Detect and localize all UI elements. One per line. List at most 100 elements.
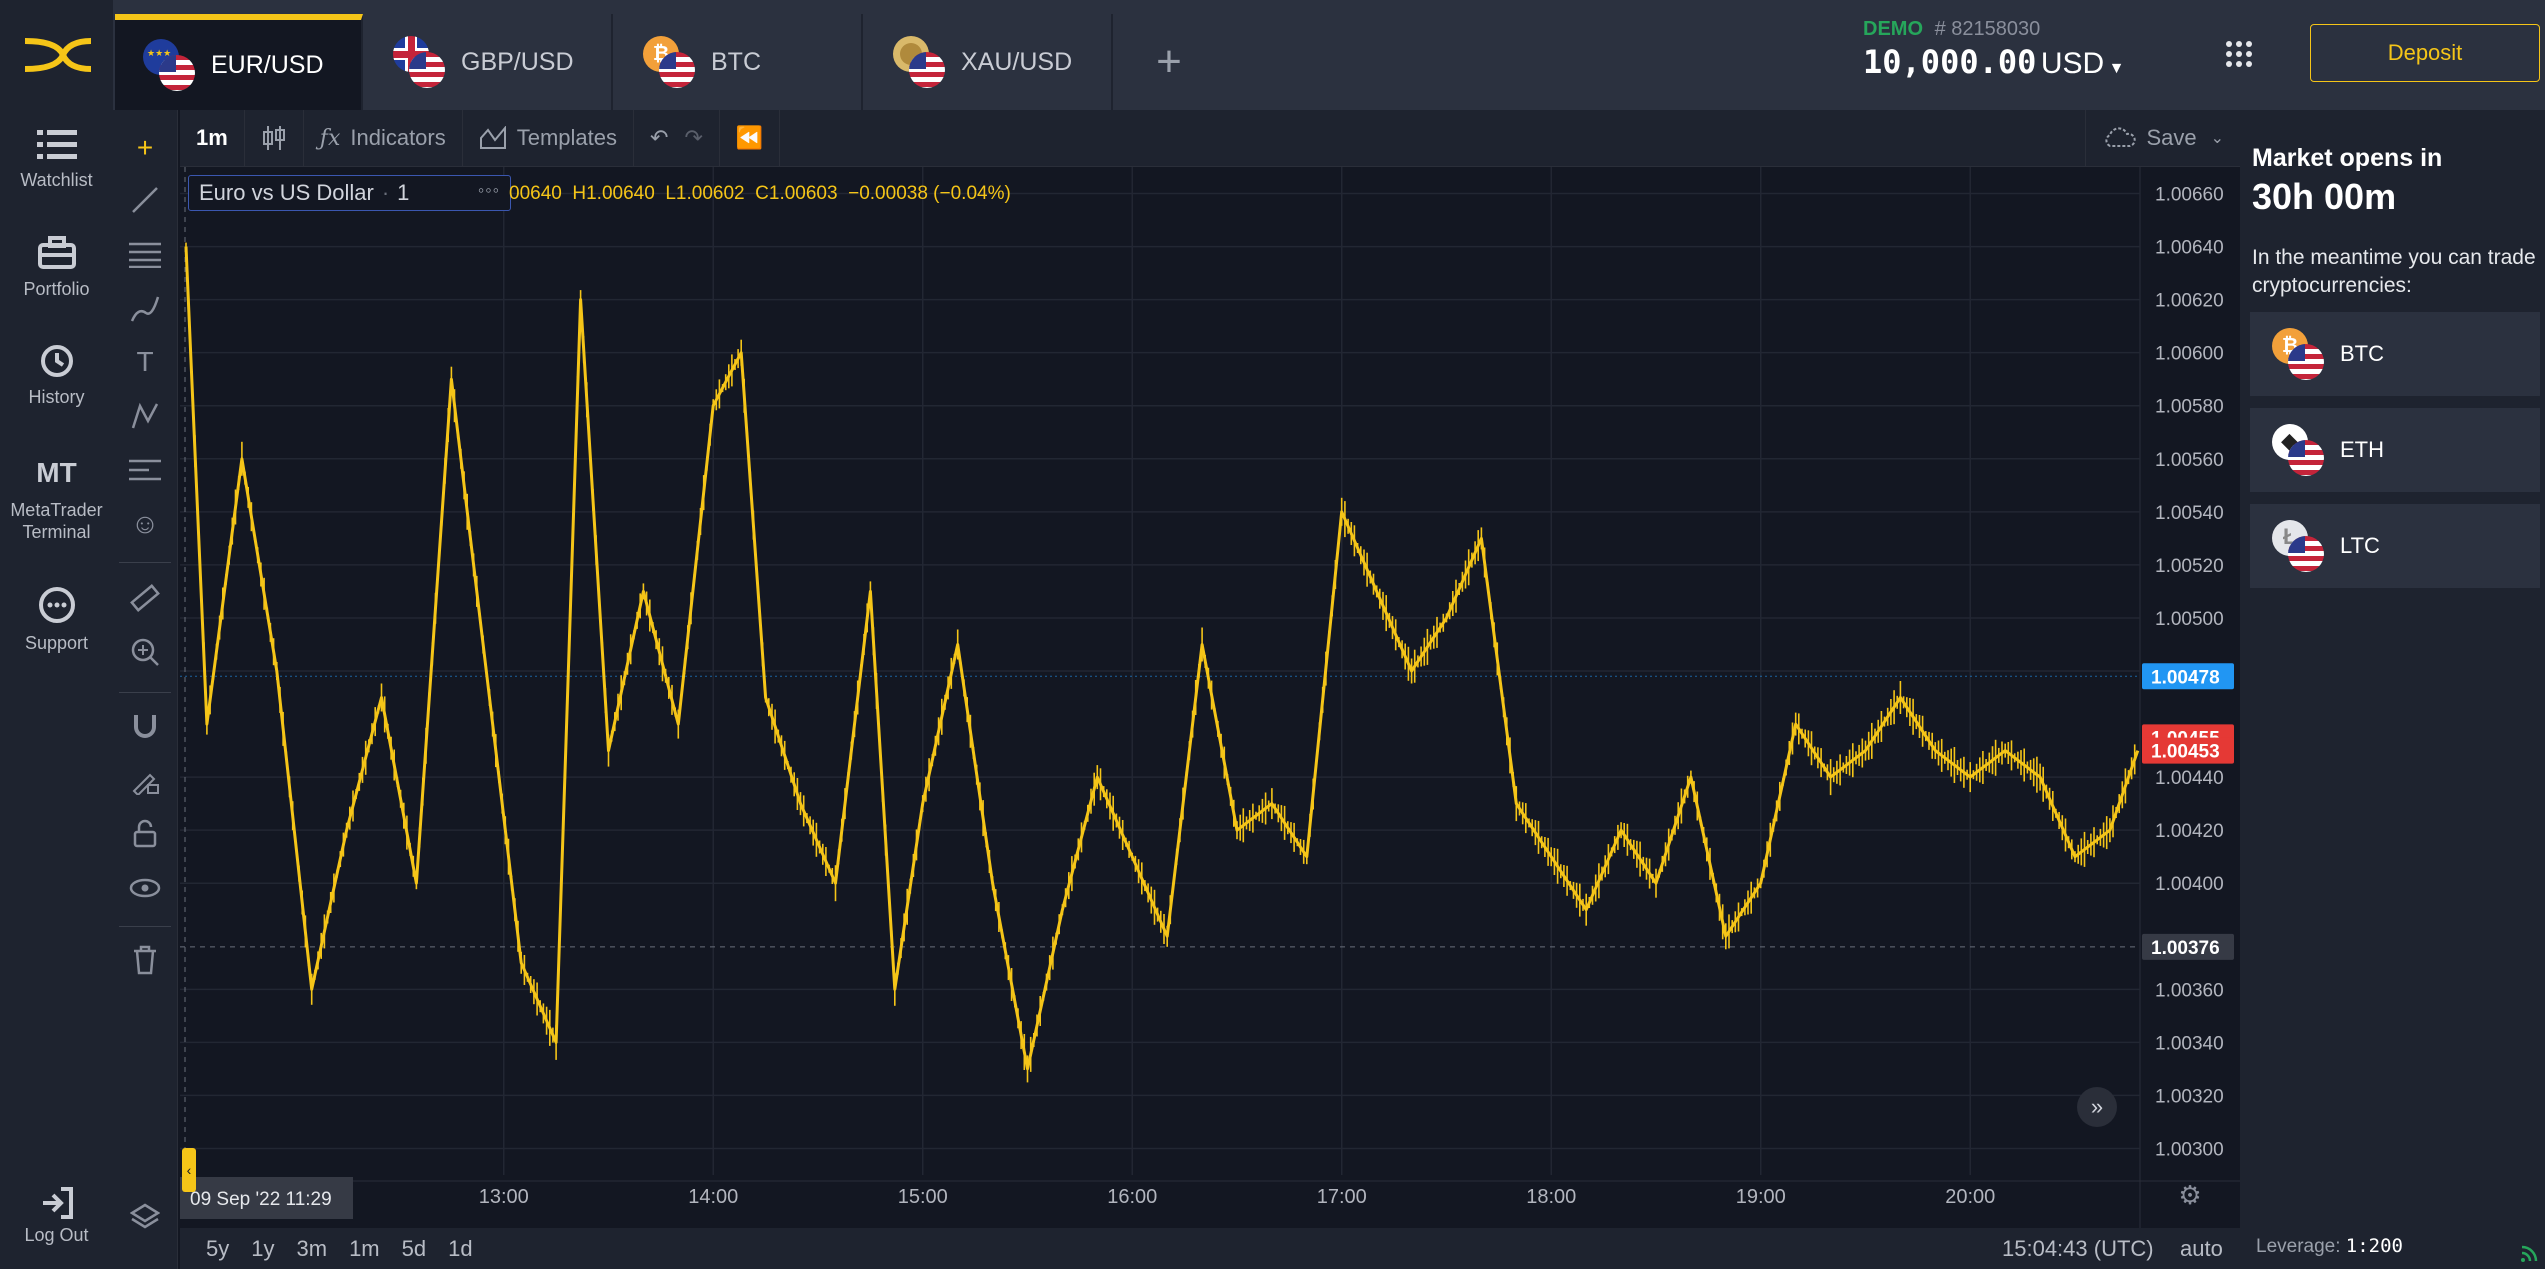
flag-pair-icon xyxy=(143,39,195,91)
horizontal-lines-icon[interactable] xyxy=(123,232,167,276)
lock-drawing-icon[interactable] xyxy=(123,758,167,802)
brush-icon[interactable] xyxy=(123,286,167,330)
range-1d[interactable]: 1d xyxy=(448,1235,473,1261)
crypto-item-eth[interactable]: ETH xyxy=(2250,408,2540,492)
nav-metatrader[interactable]: MT MetaTrader Terminal xyxy=(0,455,113,543)
y-tick-label: 1.00520 xyxy=(2155,556,2224,577)
y-tick-label: 1.00440 xyxy=(2155,768,2224,789)
y-tick-label: 1.00320 xyxy=(2155,1086,2224,1107)
chart-legend[interactable]: Euro vs US Dollar · 1 ◦◦◦ xyxy=(188,175,511,211)
utc-clock: 15:04:43 (UTC) xyxy=(2002,1236,2154,1261)
interval-button[interactable]: 1m xyxy=(180,110,245,166)
ask-price-label-low: 1.00453 xyxy=(2151,742,2220,763)
chart-toolbar: 1m ƒx Indicators Templates ↶ ↷ ⏪ Save ⌄ xyxy=(180,110,2240,167)
nav-history[interactable]: History xyxy=(0,343,113,408)
nav-portfolio[interactable]: Portfolio xyxy=(0,235,113,300)
candles-icon xyxy=(262,126,285,150)
crosshair-icon[interactable]: + xyxy=(136,132,154,163)
price-chart[interactable]: 1.00660 1.00640 1.00620 1.00600 1.00580 1.005… xyxy=(180,167,2240,1228)
crypto-item-ltc[interactable]: LTC xyxy=(2250,504,2540,588)
nav-metatrader-label: MetaTrader Terminal xyxy=(10,500,103,542)
magnet-icon[interactable] xyxy=(123,704,167,748)
leverage-value: 1:200 xyxy=(2345,1235,2403,1257)
templates-label: Templates xyxy=(516,125,618,150)
redo-icon: ↷ xyxy=(684,125,703,150)
y-tick-label: 1.00360 xyxy=(2155,980,2224,1001)
crosshair-price-label: 1.00376 xyxy=(2151,938,2220,959)
account-balance: 10,000.00 xyxy=(1863,43,2037,81)
pattern-icon[interactable] xyxy=(123,394,167,438)
chevron-down-icon[interactable]: ▼ xyxy=(2108,60,2125,77)
legend-dot: · xyxy=(381,180,390,205)
zoom-in-icon[interactable] xyxy=(123,630,167,674)
tab-eur-usd[interactable]: EUR/USD xyxy=(115,14,363,110)
save-button[interactable]: Save ⌄ xyxy=(2085,110,2240,166)
y-tick-label: 1.00400 xyxy=(2155,874,2224,895)
range-5d[interactable]: 5d xyxy=(401,1235,427,1261)
ruler-icon[interactable] xyxy=(123,576,167,620)
more-icon[interactable]: ◦◦◦ xyxy=(477,180,500,200)
account-info[interactable]: DEMO # 82158030 10,000.00 USD ▼ xyxy=(1863,18,2163,81)
tab-xau-usd[interactable]: XAU/USD xyxy=(865,14,1113,110)
btc-usd-icon: ₿ xyxy=(2272,328,2324,380)
account-number: # 82158030 xyxy=(1934,18,2041,40)
panel-collapse-handle[interactable]: ‹ xyxy=(182,1148,196,1192)
y-tick-label: 1.00660 xyxy=(2155,185,2224,206)
scroll-to-realtime-button[interactable]: » xyxy=(2077,1087,2117,1127)
start-date-box xyxy=(180,1177,353,1219)
range-5y[interactable]: 5y xyxy=(206,1235,230,1261)
y-tick-label: 1.00600 xyxy=(2155,344,2224,365)
nav-support-label: Support xyxy=(24,633,89,653)
toolbar-divider xyxy=(119,562,171,563)
eth-usd-icon xyxy=(2272,424,2324,476)
range-1m[interactable]: 1m xyxy=(349,1235,380,1261)
redo-button[interactable]: ↷ xyxy=(676,110,720,166)
auto-scale-button[interactable]: auto xyxy=(2180,1236,2223,1261)
toolbar-divider xyxy=(119,926,171,927)
text-icon[interactable]: T xyxy=(136,346,154,377)
y-tick-label: 1.00540 xyxy=(2155,503,2224,524)
start-date-label: 09 Sep '22 11:29 xyxy=(190,1189,332,1210)
forecast-icon[interactable] xyxy=(123,448,167,492)
leverage-info: Leverage: 1:200 xyxy=(2256,1235,2403,1258)
templates-button[interactable]: Templates xyxy=(463,110,635,166)
toolbar-divider xyxy=(119,692,171,693)
chart-type-button[interactable] xyxy=(245,110,304,166)
lock-icon[interactable] xyxy=(123,812,167,856)
range-1y[interactable]: 1y xyxy=(251,1235,275,1261)
tab-gbp-usd[interactable]: GBP/USD xyxy=(365,14,613,110)
cloud-icon xyxy=(2105,127,2137,147)
logout-icon xyxy=(42,1187,73,1219)
x-tick-label: 15:00 xyxy=(898,1186,948,1208)
flag-pair-icon xyxy=(893,36,945,88)
eye-icon[interactable] xyxy=(123,866,167,910)
ltc-usd-icon xyxy=(2272,520,2324,572)
crypto-label: ETH xyxy=(2340,437,2384,462)
add-tab-button[interactable]: + xyxy=(1117,14,1221,110)
bottom-bar: 5y 1y 3m 1m 5d 1d 15:04:43 (UTC) auto xyxy=(180,1228,2240,1269)
replay-button[interactable]: ⏪ xyxy=(720,110,781,166)
demo-badge: DEMO xyxy=(1863,18,1923,40)
deposit-button[interactable]: Deposit xyxy=(2310,24,2540,82)
emoji-icon[interactable]: ☺ xyxy=(130,508,160,539)
logout-button[interactable]: Log Out xyxy=(0,1185,113,1246)
trash-icon[interactable] xyxy=(123,938,167,982)
nav-watchlist[interactable]: Watchlist xyxy=(0,128,113,191)
rewind-icon: ⏪ xyxy=(735,125,764,150)
crypto-label: BTC xyxy=(2340,341,2384,366)
tab-btc[interactable]: ₿ BTC xyxy=(615,14,863,110)
undo-button[interactable]: ↶ xyxy=(634,110,676,166)
layers-icon[interactable] xyxy=(123,1194,167,1238)
legend-symbol: Euro vs US Dollar xyxy=(199,180,374,205)
range-3m[interactable]: 3m xyxy=(296,1235,328,1261)
nav-support[interactable]: Support xyxy=(0,585,113,654)
y-tick-label: 1.00300 xyxy=(2155,1139,2224,1160)
trendline-icon[interactable] xyxy=(123,178,167,222)
x-tick-label: 16:00 xyxy=(1107,1186,1157,1208)
crypto-item-btc[interactable]: ₿ BTC xyxy=(2250,312,2540,396)
price-series-line xyxy=(184,246,2140,1071)
apps-button[interactable] xyxy=(2225,40,2257,72)
exness-logo[interactable] xyxy=(0,0,113,110)
x-tick-label: 13:00 xyxy=(479,1186,529,1208)
indicators-button[interactable]: ƒx Indicators xyxy=(304,110,463,166)
